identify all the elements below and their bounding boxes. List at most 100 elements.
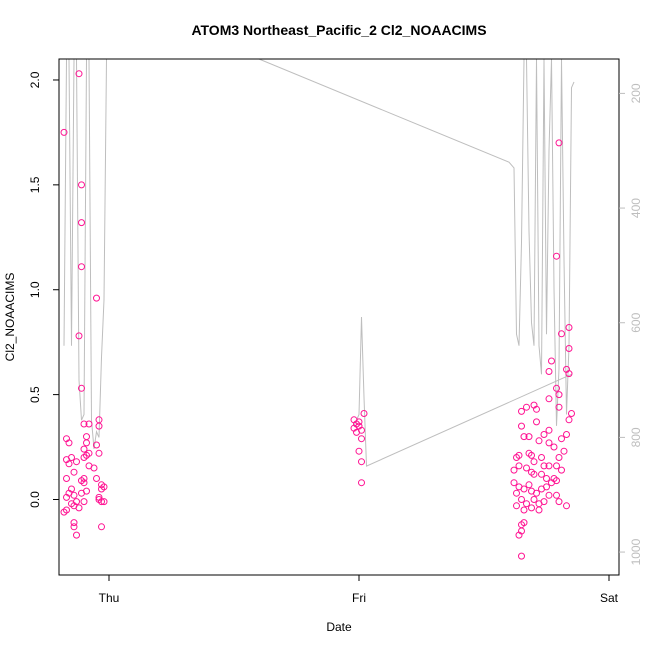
data-point — [75, 70, 83, 78]
data-point — [510, 466, 518, 474]
data-point — [553, 252, 560, 260]
right-y-tick-label: 1000 — [629, 538, 643, 565]
data-point — [550, 443, 558, 451]
data-point — [518, 496, 525, 503]
data-point — [60, 128, 68, 136]
y-tick-label: 1.5 — [28, 176, 42, 193]
data-point — [353, 428, 360, 436]
data-point — [93, 294, 100, 302]
data-point — [93, 441, 100, 449]
data-point — [68, 454, 75, 461]
data-point — [65, 439, 73, 447]
data-point — [563, 502, 570, 510]
data-point — [545, 491, 553, 499]
x-tick-label: Sat — [600, 591, 619, 605]
data-point — [510, 479, 518, 487]
data-point — [555, 139, 563, 147]
data-point — [520, 506, 528, 514]
data-point — [558, 466, 565, 474]
y-tick-label: 2.0 — [28, 71, 42, 88]
data-point — [523, 500, 530, 508]
data-point — [83, 433, 90, 441]
data-point — [358, 435, 365, 443]
data-point — [525, 433, 533, 441]
data-point — [73, 531, 80, 539]
data-point — [540, 431, 548, 438]
data-point — [78, 384, 85, 392]
data-point — [85, 462, 93, 470]
data-point — [565, 324, 573, 331]
data-point — [75, 504, 83, 512]
data-point — [533, 418, 540, 426]
data-point — [523, 403, 530, 411]
data-point — [540, 498, 548, 506]
data-point — [525, 481, 533, 489]
data-point — [553, 462, 560, 470]
data-point — [98, 523, 105, 531]
data-point — [545, 368, 553, 375]
y-tick-label: 0.0 — [28, 491, 42, 508]
data-point — [545, 426, 553, 434]
data-point — [528, 451, 535, 459]
data-point — [80, 445, 88, 453]
data-point — [535, 437, 543, 445]
data-point — [358, 458, 365, 466]
data-point — [100, 483, 108, 491]
data-point — [60, 508, 68, 516]
data-point — [515, 451, 523, 459]
data-point — [558, 435, 565, 443]
data-point — [530, 458, 538, 466]
right-y-tick-label: 600 — [629, 312, 643, 332]
data-point — [78, 181, 85, 189]
data-point — [70, 491, 78, 499]
data-point — [555, 454, 563, 461]
data-point — [75, 332, 83, 340]
data-point — [520, 485, 528, 493]
data-points-layer — [60, 70, 575, 560]
data-point — [553, 491, 560, 499]
data-point — [513, 502, 520, 510]
data-point — [523, 464, 530, 472]
chart-title: ATOM3 Northeast_Pacific_2 Cl2_NOAACIMS — [191, 22, 486, 38]
data-point — [530, 496, 538, 503]
data-point — [540, 462, 548, 470]
data-point — [93, 475, 100, 482]
data-point — [535, 506, 543, 514]
data-point — [80, 479, 88, 487]
data-point — [518, 422, 525, 430]
data-point — [355, 447, 363, 455]
data-point — [565, 345, 573, 352]
data-point — [520, 433, 528, 441]
data-point — [518, 407, 525, 415]
data-point — [70, 519, 78, 527]
right-y-tick-label: 800 — [629, 427, 643, 447]
data-point — [78, 489, 85, 497]
x-tick-label: Fri — [352, 591, 366, 605]
data-point — [538, 470, 545, 478]
data-point — [355, 418, 363, 426]
data-point — [553, 384, 560, 392]
data-point — [563, 431, 570, 438]
data-point — [543, 475, 550, 482]
axes-layer: 0.0 0.5 1.0 1.5 2.0 200 400 600 800 1000 Thu Fri Sat — [28, 71, 643, 605]
data-point — [565, 370, 573, 378]
data-point — [80, 420, 88, 428]
data-point — [560, 447, 568, 455]
data-point — [530, 470, 538, 478]
data-point — [545, 439, 553, 447]
plot-frame — [58, 58, 620, 576]
x-tick-label: Thu — [99, 591, 120, 605]
data-point — [65, 460, 73, 468]
data-point — [78, 219, 85, 227]
data-point — [513, 489, 520, 497]
data-point — [360, 410, 368, 417]
data-point — [565, 416, 573, 424]
data-point — [520, 519, 528, 527]
pressure-line-1 — [63, 58, 575, 449]
data-point — [555, 391, 563, 399]
data-point — [550, 475, 558, 482]
data-point — [83, 451, 90, 459]
data-point — [555, 498, 563, 506]
data-point — [548, 357, 555, 365]
